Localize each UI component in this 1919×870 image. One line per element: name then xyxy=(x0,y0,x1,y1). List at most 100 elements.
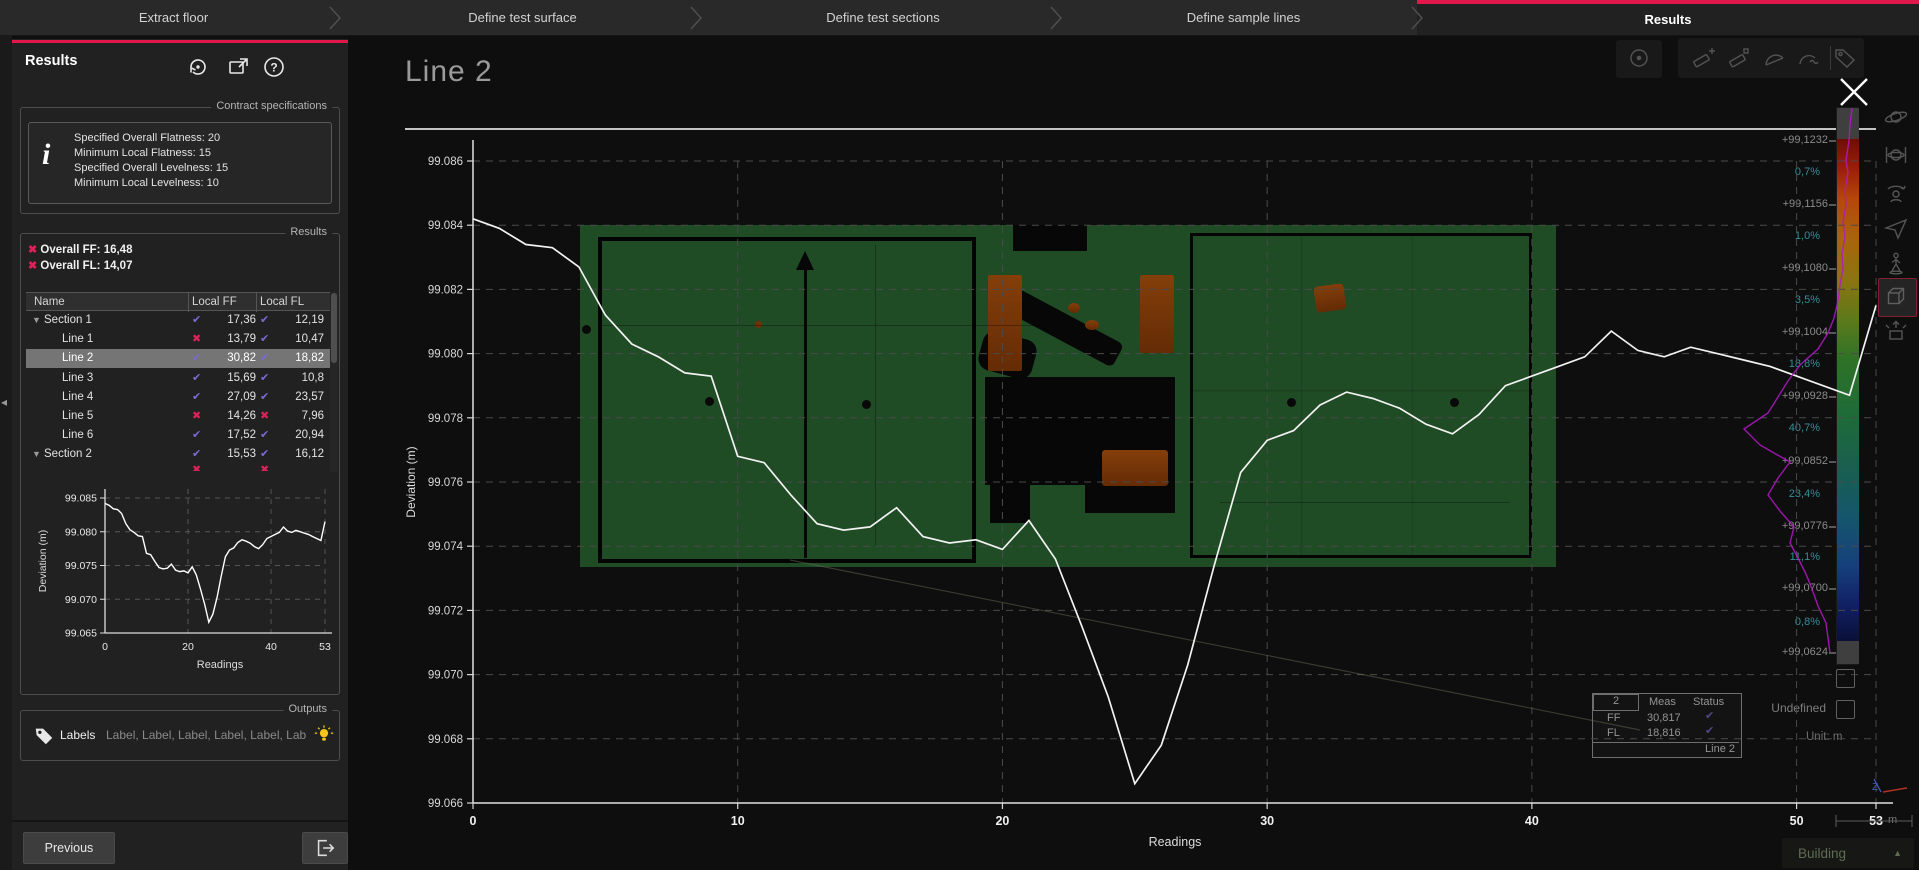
y-tick-label: 99.086 xyxy=(428,156,463,168)
expand-chevron-icon[interactable]: ▼ xyxy=(32,315,41,325)
title-separator xyxy=(405,128,1876,130)
column-header-name: Name xyxy=(34,296,65,308)
panel-collapse-strip[interactable] xyxy=(0,35,12,870)
scale-percent-label: 23,4% xyxy=(1788,488,1820,500)
sphere-tool-button[interactable] xyxy=(1616,40,1662,78)
explode-icon[interactable] xyxy=(1884,318,1908,347)
building-dropdown[interactable]: Building ▲ xyxy=(1782,838,1914,868)
row-name: Line 2 xyxy=(62,352,94,365)
undefined-checkbox[interactable] xyxy=(1836,700,1855,719)
pass-check-icon xyxy=(192,392,201,403)
tooltip-fl-value: 18,816 xyxy=(1647,727,1681,739)
triad-z-label: Z xyxy=(1872,782,1878,793)
tag-icon[interactable] xyxy=(1833,46,1857,75)
group-label: Contract specifications xyxy=(211,100,332,112)
pass-check-icon xyxy=(192,430,201,441)
measurement-icon[interactable] xyxy=(1727,46,1751,75)
tooltip-col-meas: Meas xyxy=(1649,696,1676,708)
add-measurement-icon[interactable] xyxy=(1692,46,1716,75)
collapse-arrow-icon[interactable]: ◂ xyxy=(1,395,8,409)
open-new-window-icon[interactable] xyxy=(226,54,252,85)
group-label: Outputs xyxy=(283,703,332,715)
export-exit-button[interactable] xyxy=(302,832,348,864)
sidebar-accent-line xyxy=(12,40,348,43)
pass-check-icon xyxy=(260,430,269,441)
tab-extract-floor[interactable]: Extract floor xyxy=(12,0,335,35)
overall-fl-label: Overall FL: 14,07 xyxy=(40,260,133,272)
local-ff-value: 30,82 xyxy=(227,352,256,365)
lightbulb-icon[interactable] xyxy=(313,724,335,751)
exit-icon xyxy=(317,839,335,857)
table-scrollbar-thumb[interactable] xyxy=(331,293,337,363)
results-table-header: Name Local FF Local FL xyxy=(26,292,330,312)
table-row-line-6[interactable]: Line 6 17,52 20,94 xyxy=(26,426,330,445)
view-cube-icon[interactable] xyxy=(1884,284,1908,313)
spec-line: Specified Overall Levelness: 15 xyxy=(74,162,229,174)
toolbar-divider xyxy=(1830,46,1831,70)
tab-results[interactable]: Results xyxy=(1417,0,1919,35)
labels-value: Label, Label, Label, Label, Label, Lab xyxy=(106,728,307,742)
tab-define-test-surface[interactable]: Define test surface xyxy=(349,0,696,35)
close-icon xyxy=(1840,78,1868,106)
y-tick-label: 99.078 xyxy=(428,413,463,425)
elevation-color-scale xyxy=(1836,107,1859,665)
pass-check-icon xyxy=(260,449,269,460)
upper-checkbox[interactable] xyxy=(1836,669,1855,688)
table-row-section-2[interactable]: ▼Section 2 15,53 16,12 xyxy=(26,445,330,464)
view-cube-highlight xyxy=(1878,278,1917,317)
measurement-toolbar xyxy=(1678,38,1864,78)
tab-label: Extract floor xyxy=(138,10,209,25)
table-row-line-1[interactable]: Line 1 13,79 10,47 xyxy=(26,330,330,349)
row-name: Line 6 xyxy=(62,429,94,442)
pass-check-icon xyxy=(192,353,201,364)
angle-icon[interactable] xyxy=(1762,46,1786,75)
scale-value-label: +99,1080 xyxy=(1781,262,1828,274)
pass-check-icon xyxy=(260,334,269,345)
table-row-line-5[interactable]: Line 5 14,26 7,96 xyxy=(26,407,330,426)
history-icon[interactable] xyxy=(185,54,211,85)
footer-divider xyxy=(12,820,348,822)
local-ff-value: 15,69 xyxy=(227,371,256,384)
spec-line: Minimum Local Levelness: 10 xyxy=(74,177,219,189)
table-scrollbar[interactable] xyxy=(330,292,338,472)
overall-ff: Overall FF: 16,48 xyxy=(28,244,132,256)
building-label: Building xyxy=(1798,845,1847,861)
x-tick-label: 40 xyxy=(1525,814,1539,828)
scale-value-label: +99,0852 xyxy=(1781,455,1828,467)
overall-ff-label: Overall FF: 16,48 xyxy=(40,244,133,256)
labels-title: Labels xyxy=(60,728,96,742)
walk-icon[interactable] xyxy=(1884,251,1908,280)
y-tick-label: 99.074 xyxy=(428,541,464,553)
local-ff-value: 27,09 xyxy=(227,390,256,403)
table-row-line-3[interactable]: Line 3 15,69 10,8 xyxy=(26,369,330,388)
row-name: Line 4 xyxy=(62,390,94,403)
x-tick-label: 30 xyxy=(1260,814,1274,828)
close-button[interactable] xyxy=(1836,74,1872,115)
line-measurement-tooltip: 2 Meas Status FF 30,817 FL 18,816 Line 2 xyxy=(1592,693,1742,758)
y-tick-label: 99.082 xyxy=(428,284,463,296)
row-name: Section 1 xyxy=(44,314,92,326)
y-tick-label: 99.072 xyxy=(428,605,463,617)
fail-x-icon xyxy=(192,411,201,422)
fly-icon[interactable] xyxy=(1883,216,1908,245)
table-row-section-1[interactable]: ▼Section 1 17,36 12,19 xyxy=(26,311,330,330)
table-row-line-2[interactable]: Line 2 30,82 18,82 xyxy=(26,349,330,369)
angle-wave-icon[interactable] xyxy=(1797,46,1821,75)
local-ff-value: 14,26 xyxy=(227,410,256,422)
previous-button[interactable]: Previous xyxy=(23,832,115,864)
floor-heatmap xyxy=(580,225,1556,567)
orbit-icon[interactable] xyxy=(1884,105,1908,134)
sphere-icon[interactable] xyxy=(1627,46,1651,75)
tab-label: Define test sections xyxy=(826,10,940,25)
tab-separator-chevron xyxy=(689,6,703,30)
help-icon[interactable]: ? xyxy=(261,54,287,85)
table-row-line-4[interactable]: Line 4 27,09 23,57 xyxy=(26,388,330,407)
column-separator xyxy=(188,293,189,312)
tab-define-sample-lines[interactable]: Define sample lines xyxy=(1070,0,1417,35)
local-ff-value: 17,52 xyxy=(227,429,256,442)
expand-chevron-icon[interactable]: ▼ xyxy=(32,449,41,460)
constrained-orbit-icon[interactable] xyxy=(1884,143,1908,172)
fail-x-icon xyxy=(260,465,269,471)
tab-define-test-sections[interactable]: Define test sections xyxy=(710,0,1056,35)
turntable-icon[interactable] xyxy=(1884,181,1908,210)
